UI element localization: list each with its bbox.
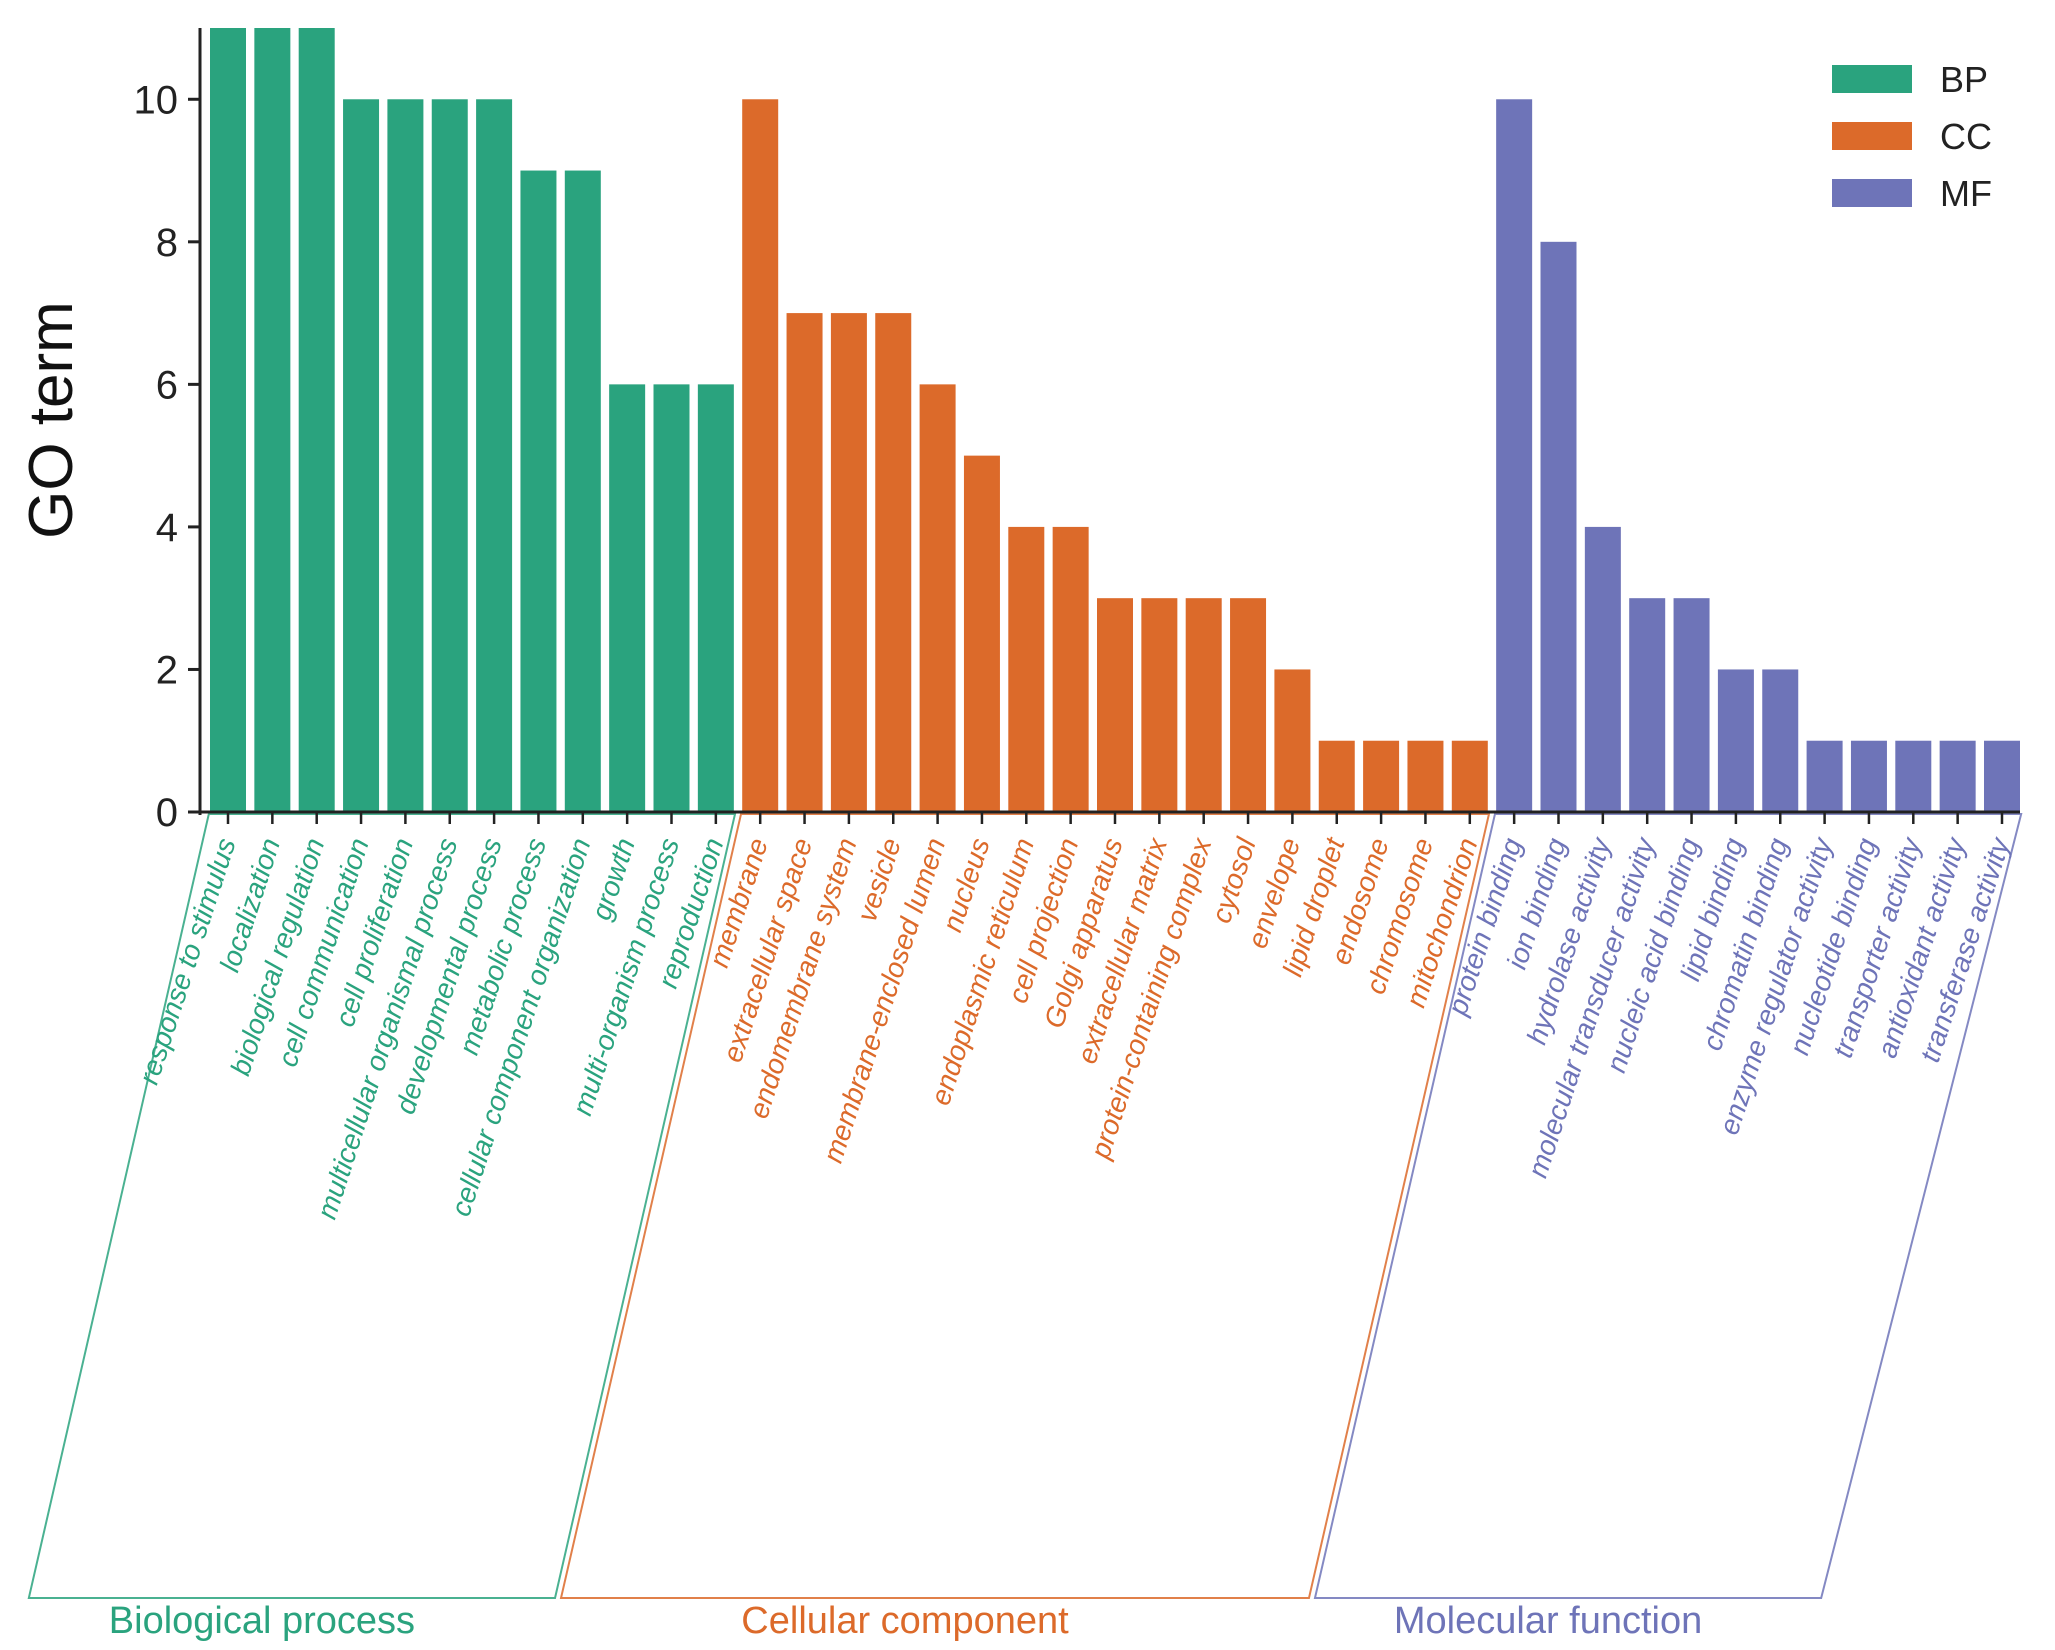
bars-layer: [210, 28, 2020, 813]
bar-cc-3: [830, 313, 867, 812]
group-brackets: [27, 813, 2023, 1599]
bar-mf-8: [1806, 740, 1843, 812]
category-labels: response to stimuluslocalizationbiologic…: [133, 832, 2016, 1222]
bar-bp-8: [520, 170, 557, 812]
legend-label-cc: CC: [1940, 116, 1992, 157]
bar-bp-3: [298, 28, 335, 812]
bar-mf-7: [1762, 669, 1799, 812]
legend-swatch-mf: [1832, 179, 1912, 207]
bar-bp-1: [210, 28, 246, 812]
bar-mf-6: [1717, 669, 1754, 812]
bar-cc-4: [875, 313, 912, 812]
bar-cc-17: [1451, 740, 1488, 812]
y-tick-label: 6: [156, 363, 178, 407]
bar-cc-5: [919, 384, 956, 812]
group-label-cc: Cellular component: [741, 1600, 1069, 1642]
group-bracket-bp: [27, 813, 737, 1599]
legend-label-mf: MF: [1940, 173, 1992, 214]
bar-mf-5: [1673, 598, 1710, 812]
bar-bp-7: [476, 99, 513, 813]
bar-cc-13: [1274, 669, 1311, 812]
group-label-bp: Biological process: [109, 1600, 415, 1642]
y-axis-label: GO term: [17, 301, 86, 539]
bar-bp-6: [431, 99, 468, 813]
legend: BP CC MF: [1832, 59, 1992, 214]
bar-mf-9: [1850, 740, 1887, 812]
bar-cc-16: [1407, 740, 1444, 812]
legend-label-bp: BP: [1940, 59, 1988, 100]
bar-bp-10: [609, 384, 646, 812]
bar-cc-12: [1230, 598, 1267, 812]
bar-cc-9: [1097, 598, 1133, 812]
bar-bp-9: [564, 170, 601, 812]
bar-mf-11: [1939, 740, 1976, 812]
bar-cc-10: [1141, 598, 1178, 812]
bar-cc-2: [786, 313, 823, 812]
bar-cc-7: [1008, 526, 1045, 812]
bar-cc-6: [963, 455, 1000, 812]
group-labels: Biological process Cellular component Mole…: [109, 1600, 1702, 1642]
y-tick-label: 2: [156, 648, 178, 692]
y-tick-label: 0: [156, 791, 178, 835]
legend-swatch-bp: [1832, 65, 1912, 93]
bar-mf-4: [1629, 598, 1666, 812]
bar-cc-14: [1318, 740, 1355, 812]
group-bracket-cc: [559, 813, 1491, 1599]
group-bracket-mf: [1313, 813, 2023, 1599]
y-tick-label: 4: [156, 506, 178, 550]
bar-mf-3: [1584, 526, 1621, 812]
y-tick-label: 10: [134, 78, 179, 122]
bar-cc-8: [1052, 526, 1089, 812]
bar-mf-12: [1984, 740, 2020, 812]
bar-mf-2: [1540, 241, 1577, 812]
bar-mf-10: [1895, 740, 1932, 812]
bar-cc-1: [742, 99, 779, 813]
axes-layer: 0 2 4 6 8 10: [134, 28, 2020, 835]
group-label-mf: Molecular function: [1394, 1600, 1702, 1642]
y-tick-label: 8: [156, 221, 178, 265]
bar-cc-11: [1185, 598, 1222, 812]
bar-bp-5: [387, 99, 424, 813]
bar-cc-15: [1363, 740, 1400, 812]
bar-bp-12: [697, 384, 734, 812]
bar-mf-1: [1496, 99, 1533, 813]
bar-bp-11: [653, 384, 690, 812]
bar-bp-2: [254, 28, 291, 812]
bar-bp-4: [343, 99, 380, 813]
legend-swatch-cc: [1832, 122, 1912, 150]
